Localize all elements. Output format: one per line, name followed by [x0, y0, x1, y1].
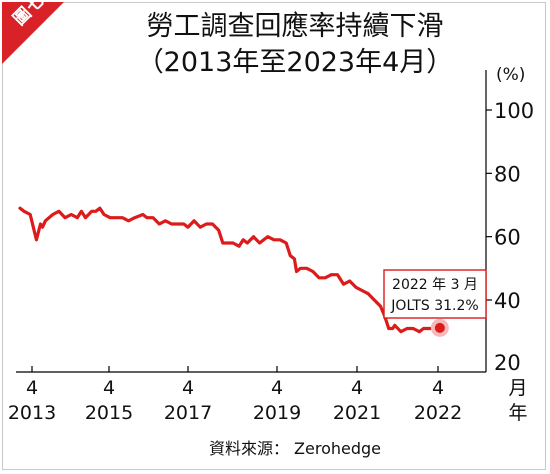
y-axis-label: (%): [496, 65, 525, 85]
badge-background: [2, 2, 64, 64]
x-tick-month-label: 4: [103, 377, 115, 399]
annotation-box: [383, 269, 487, 319]
y-tick-label: 80: [494, 162, 521, 186]
y-tick-label: 60: [494, 226, 521, 250]
x-tick-month-label: 4: [26, 377, 38, 399]
chart-title: 勞工調查回應率持續下滑: [146, 11, 444, 42]
x-tick-year-label: 2015: [85, 402, 133, 424]
x-tick-year-label: 2019: [253, 402, 301, 424]
annotation-label-value: JOLTS 31.2%: [390, 298, 478, 314]
badge-shape: [2, 2, 64, 64]
x-tick-year-label: 2013: [8, 402, 56, 424]
x-tick-year-label: 2017: [164, 402, 212, 424]
x-tick-month-label: 4: [271, 377, 283, 399]
y-tick-label: 20: [494, 351, 521, 375]
x-axis-unit-year: 年: [508, 402, 527, 424]
annotation-label-date: 2022 年 3 月: [392, 277, 478, 293]
annotation-point: [434, 322, 445, 333]
chart-frame: [2, 2, 546, 470]
x-tick-year-label: 2021: [333, 402, 381, 424]
x-tick-month-label: 4: [432, 377, 444, 399]
x-axis-unit-month: 月: [508, 377, 527, 399]
y-tick-label: 100: [494, 99, 534, 123]
series-line-jolts: [18, 206, 442, 334]
chart-subtitle: （2013年至2023年4月）: [136, 47, 454, 78]
x-tick-month-label: 4: [351, 377, 363, 399]
x-tick-year-label: 2022: [414, 402, 462, 424]
y-tick-label: 40: [494, 289, 521, 313]
source-note: 資料來源： Zerohedge: [208, 439, 382, 458]
x-tick-month-label: 4: [182, 377, 194, 399]
